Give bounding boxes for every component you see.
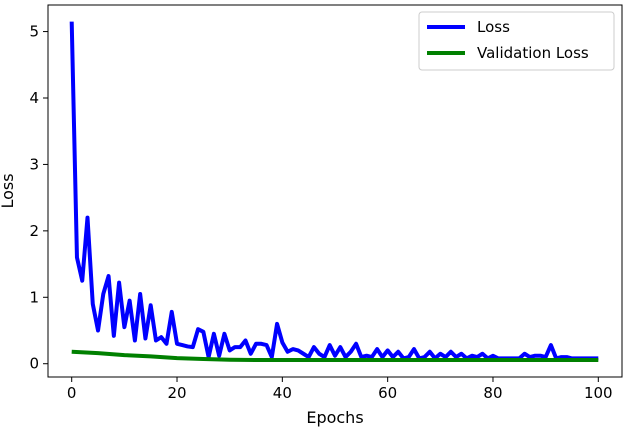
x-tick-label: 80 [483, 384, 502, 402]
y-tick-label: 4 [29, 89, 39, 107]
y-tick-label: 5 [29, 23, 39, 41]
plot-lines [69, 21, 599, 363]
legend-label-validation-loss: Validation Loss [477, 44, 589, 62]
legend: Loss Validation Loss [418, 11, 615, 71]
x-axis-label: Epochs [306, 408, 363, 427]
y-tick-label: 2 [29, 222, 39, 240]
x-tick-label: 60 [378, 384, 397, 402]
legend-label-loss: Loss [477, 18, 510, 36]
series-validation-loss-line [71, 349, 599, 363]
y-tick-label: 1 [29, 288, 39, 306]
legend-box [418, 11, 615, 71]
y-tick-label: 3 [29, 155, 39, 173]
y-axis-label: Loss [0, 173, 17, 208]
x-tick-label: 20 [167, 384, 186, 402]
x-tick-label: 40 [273, 384, 292, 402]
y-axis-ticks: 0 1 2 3 4 5 [29, 23, 48, 373]
x-tick-label: 100 [584, 384, 613, 402]
x-axis-ticks: 0 20 40 60 80 100 [67, 377, 613, 402]
x-tick-label: 0 [67, 384, 77, 402]
plot-frame [47, 4, 623, 378]
y-tick-label: 0 [29, 355, 39, 373]
